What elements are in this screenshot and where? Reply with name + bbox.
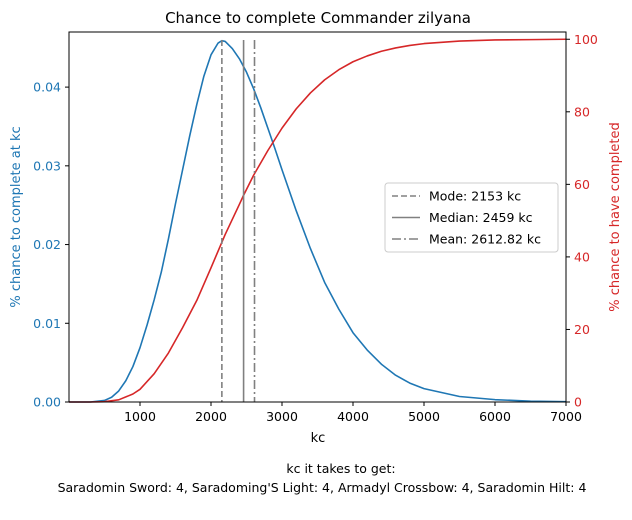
left-tick-label: 0.00 [33,395,61,410]
legend-label: Mean: 2612.82 kc [429,232,541,247]
x-tick-label: 6000 [479,409,511,424]
left-tick-label: 0.01 [33,316,61,331]
plot-frame [68,31,567,403]
stat-lines [221,40,256,402]
left-tick-label: 0.02 [33,237,61,252]
x-tick-label: 7000 [550,409,582,424]
right-tick-label: 60 [574,177,590,192]
left-tick-label: 0.04 [33,80,61,95]
right-tick-label: 0 [574,395,582,410]
x-tick-label: 4000 [337,409,369,424]
x-tick-label: 5000 [408,409,440,424]
series-line-left [69,39,567,403]
right-tick-label: 40 [574,249,590,264]
right-tick-label: 100 [574,32,598,47]
legend: Mode: 2153 kc Median: 2459 kc Mean: 2612.8… [384,182,559,253]
right-axis-label: % chance to have completed [608,122,623,312]
series-lines [69,38,567,403]
left-tick-label: 0.03 [33,158,61,173]
legend-label: Mode: 2153 kc [429,189,521,204]
x-tick-label: 3000 [266,409,298,424]
right-axis-ticks: 0 20 40 60 80 100 [566,32,598,410]
right-tick-label: 20 [574,322,590,337]
chart-title: Chance to complete Commander zilyana [165,9,471,27]
x-axis-ticks: 1000 2000 3000 4000 5000 6000 7000 [124,402,582,424]
footer-line-2: Saradomin Sword: 4, Saradoming'S Light: … [58,480,587,495]
right-tick-label: 80 [574,104,590,119]
footer-line-1: kc it takes to get: [286,461,395,476]
x-axis-label: kc [311,431,326,446]
x-tick-label: 2000 [195,409,227,424]
legend-box [384,182,559,253]
x-tick-label: 1000 [124,409,156,424]
left-axis-label: % chance to complete at kc [9,126,24,307]
left-axis-ticks: 0.00 0.01 0.02 0.03 0.04 [33,80,69,410]
legend-label: Median: 2459 kc [429,210,533,225]
series-line-right [69,38,567,403]
